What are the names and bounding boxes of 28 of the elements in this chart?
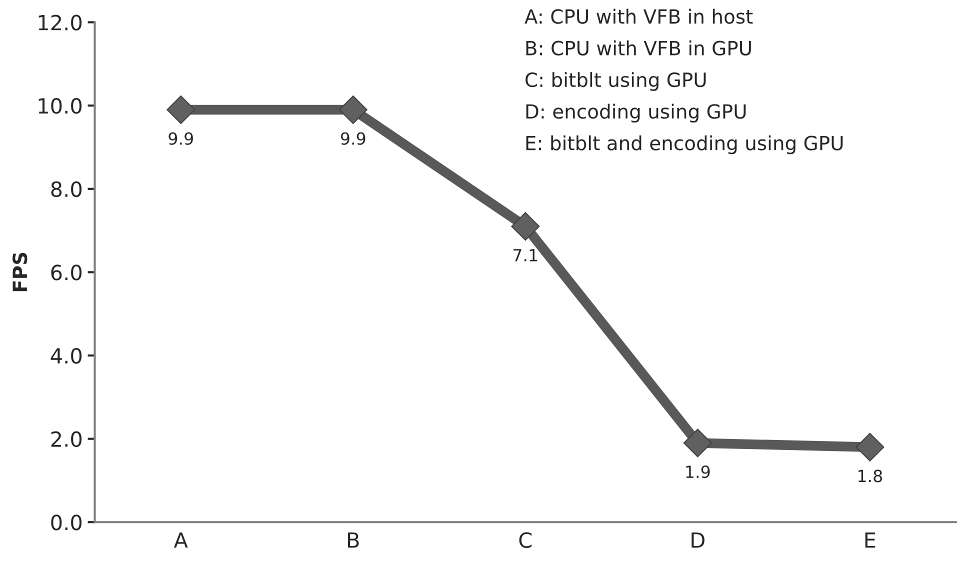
annotation: A: CPU with VFB in host — [524, 8, 753, 24]
y-tick-label: 4.0 — [50, 348, 82, 364]
data-label: 1.9 — [686, 466, 710, 478]
annotation: B: CPU with VFB in GPU — [526, 40, 751, 56]
y-tick-label: 0.0 — [51, 514, 82, 530]
annotation: D: encoding using GPU — [526, 104, 746, 123]
data-label: 1.8 — [858, 470, 882, 482]
y-tick-label: 12.0 — [38, 14, 82, 30]
point — [683, 428, 712, 458]
point — [338, 95, 368, 124]
x-tick-label: C — [519, 532, 532, 548]
x-tick-label: E — [865, 532, 876, 548]
point — [166, 95, 196, 124]
point — [511, 212, 540, 241]
annotation: C: bitblt using GPU — [526, 72, 706, 91]
point — [856, 432, 884, 462]
y-tick-label: 2.0 — [51, 431, 82, 448]
data-label: 7.1 — [514, 249, 538, 262]
data-label: 9.9 — [340, 132, 366, 145]
y-axis-title: FPS — [12, 252, 28, 292]
y-tick-label: 6.0 — [51, 264, 82, 280]
y-tick-label: 8.0 — [51, 181, 82, 198]
x-tick-label: A — [174, 532, 188, 548]
x-tick-label: D — [692, 532, 704, 548]
data-label: 9.9 — [168, 132, 193, 145]
annotation: E: bitblt and encoding using GPU — [526, 135, 843, 154]
y-tick-label: 10.0 — [38, 98, 82, 114]
x-tick-label: B — [348, 532, 359, 548]
